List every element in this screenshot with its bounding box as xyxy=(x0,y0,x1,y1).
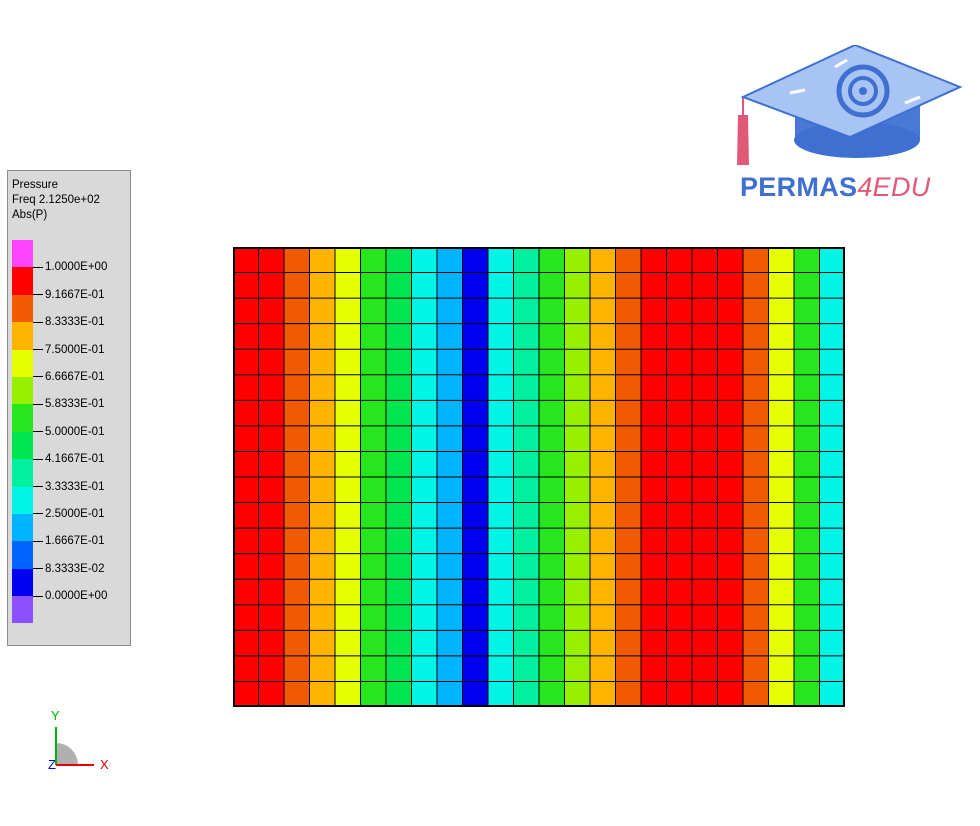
legend-swatch xyxy=(12,404,33,432)
legend-value: 8.3333E-02 xyxy=(33,562,104,576)
legend-swatch xyxy=(12,541,33,569)
legend-swatch xyxy=(12,568,33,597)
color-legend: Pressure Freq 2.1250e+02 Abs(P) 1.0000E+… xyxy=(7,170,131,646)
legend-value: 4.1667E-01 xyxy=(33,452,104,466)
legend-value: 7.5000E-01 xyxy=(33,343,104,357)
legend-swatch xyxy=(12,349,33,377)
legend-color-bar xyxy=(12,240,33,624)
legend-value: 5.8333E-01 xyxy=(33,397,104,411)
permas4edu-logo xyxy=(737,45,963,165)
legend-value: 2.5000E-01 xyxy=(33,507,104,521)
legend-swatch xyxy=(12,267,33,295)
legend-swatch xyxy=(12,294,33,323)
legend-swatch xyxy=(12,459,33,487)
logo-text-accent: 4EDU xyxy=(857,172,931,202)
legend-swatch xyxy=(12,486,33,514)
legend-title-result: Pressure xyxy=(12,179,59,191)
legend-value: 3.3333E-01 xyxy=(33,480,104,494)
y-axis-label: Y xyxy=(51,708,60,723)
legend-swatch xyxy=(12,513,33,542)
legend-swatch xyxy=(12,240,33,268)
logo-text-main: PERMAS xyxy=(740,172,858,202)
pressure-contour-plot[interactable] xyxy=(233,247,845,707)
legend-value: 9.1667E-01 xyxy=(33,288,104,302)
coordinate-axes-triad: Y Z X xyxy=(48,708,109,772)
legend-title-quantity: Abs(P) xyxy=(12,209,48,221)
legend-swatch xyxy=(12,596,33,624)
legend-value: 6.6667E-01 xyxy=(33,370,104,384)
legend-title-frequency: Freq 2.1250e+02 xyxy=(12,194,100,206)
logo-wordmark: PERMAS4EDU xyxy=(740,172,931,203)
legend-value: 1.6667E-01 xyxy=(33,534,104,548)
legend-value: 5.0000E-01 xyxy=(33,425,104,439)
legend-value: 0.0000E+00 xyxy=(33,589,107,603)
legend-value: 8.3333E-01 xyxy=(33,315,104,329)
mesh-border xyxy=(233,247,845,707)
axes-quadrant xyxy=(56,743,78,765)
z-axis-label: Z xyxy=(48,757,56,772)
legend-swatch xyxy=(12,376,33,405)
legend-value: 1.0000E+00 xyxy=(33,260,107,274)
legend-swatch xyxy=(12,431,33,460)
x-axis-label: X xyxy=(100,757,109,772)
legend-swatch xyxy=(12,322,33,350)
